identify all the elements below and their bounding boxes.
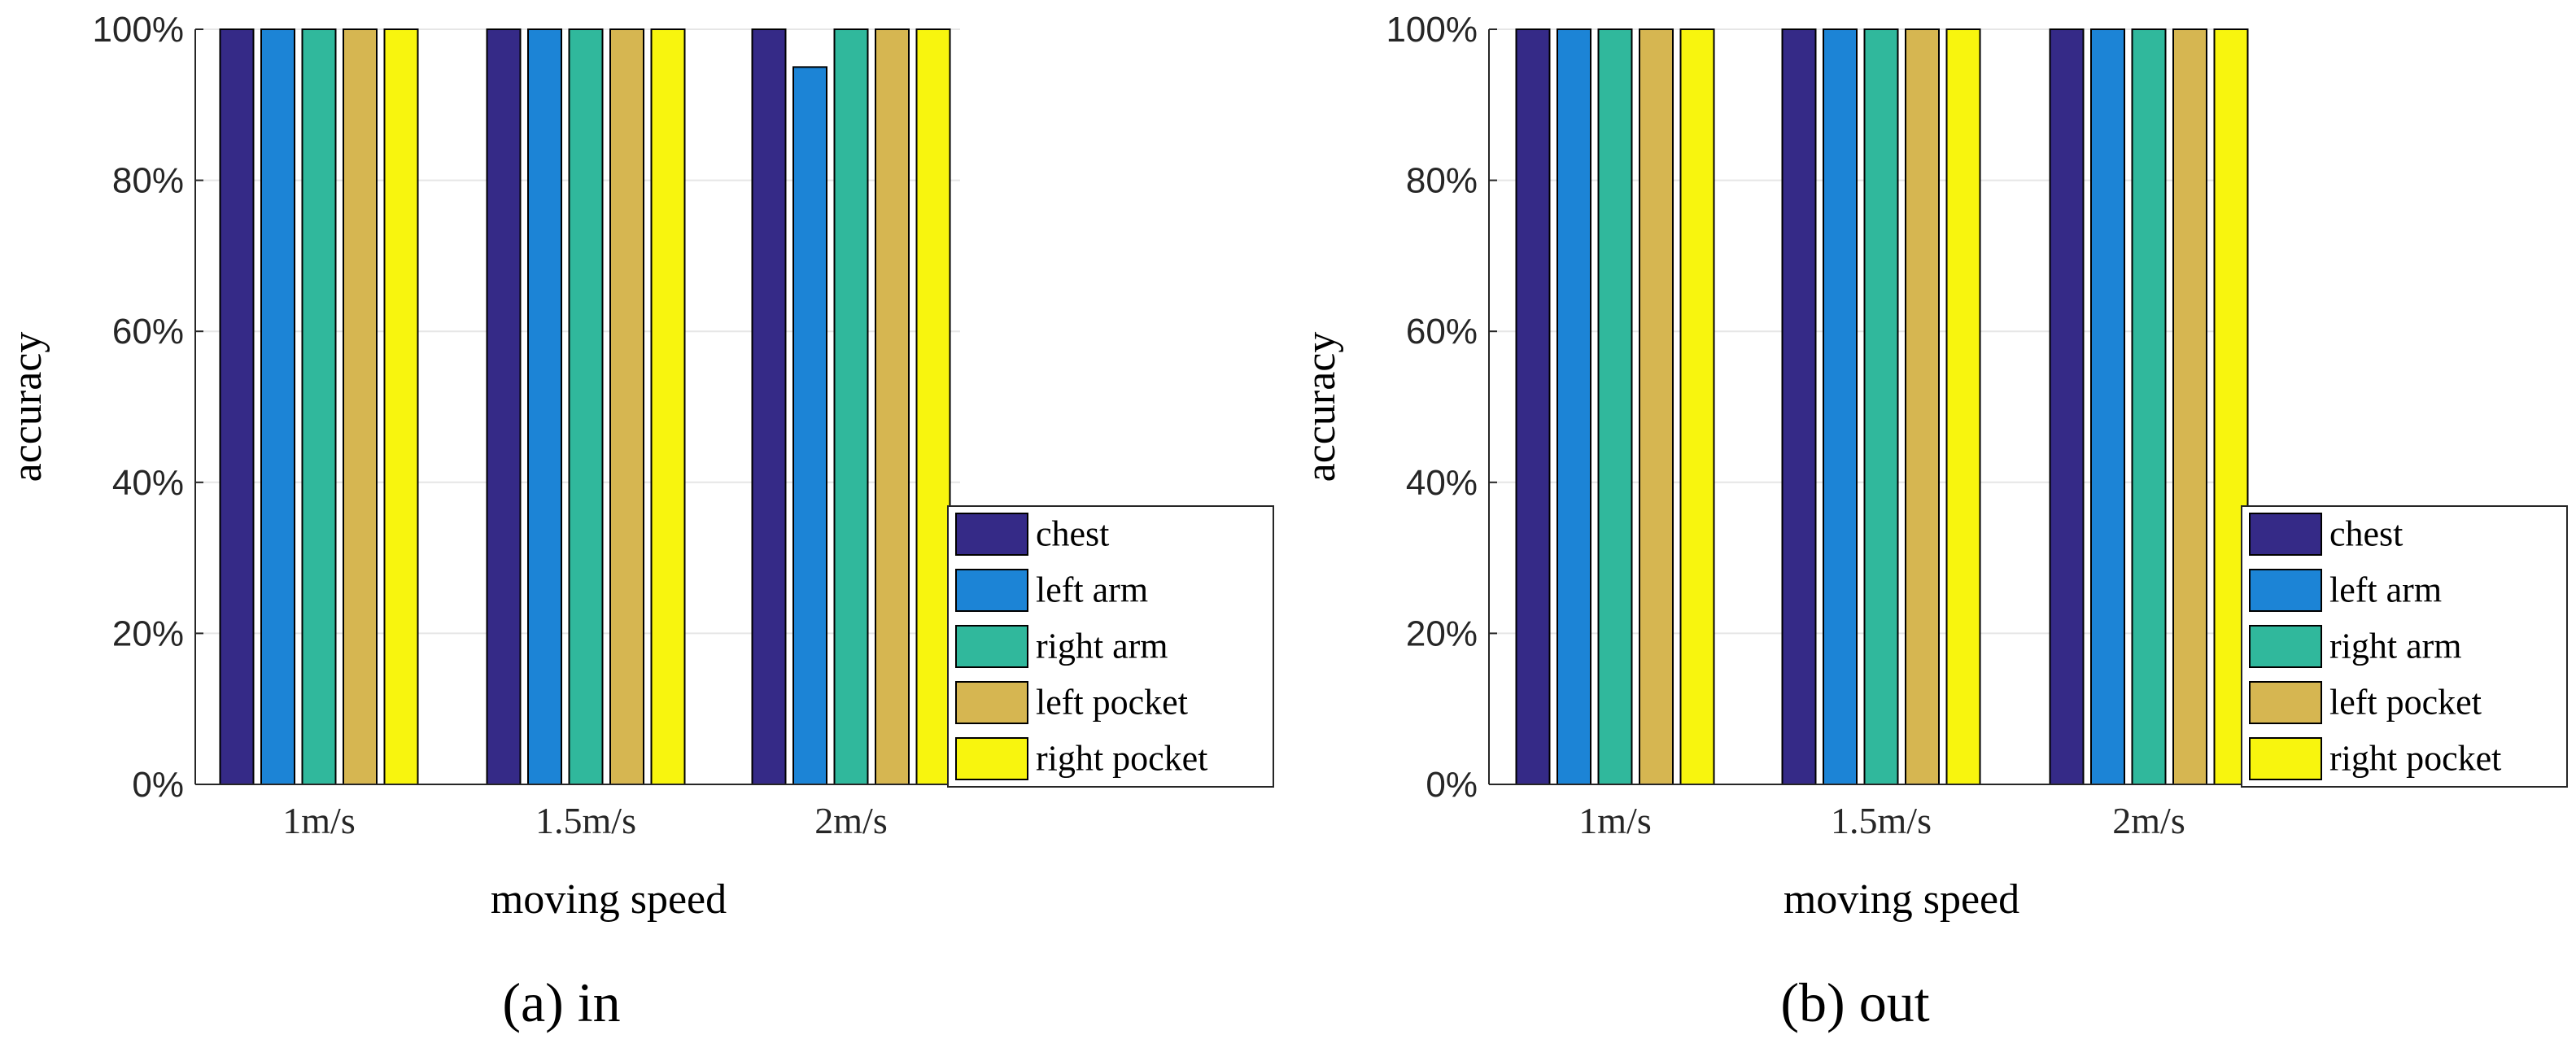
legend-swatch: [955, 569, 1028, 612]
legend-label: chest: [1036, 514, 1109, 554]
bar-left-pocket-2: [1905, 28, 1940, 785]
bar-left-arm-2: [1823, 28, 1858, 785]
y-tick-label: 0%: [1426, 765, 1478, 805]
chart-panel-1: 0% 20% 40% 60% 80% 100% 1m/s 1.5m/s 2m/s accuracy…: [4, 10, 1274, 1033]
bar-right-pocket-2: [1945, 28, 1981, 785]
bar-right-arm-3: [2131, 28, 2167, 785]
y-tick-label: 80%: [112, 161, 184, 201]
bar-right-arm-1: [1597, 28, 1633, 785]
y-tick-label: 40%: [1406, 463, 1478, 503]
bar-left-arm-3: [2090, 28, 2125, 785]
bar-left-pocket-2: [609, 28, 644, 785]
y-tick-label: 100%: [1386, 10, 1478, 50]
legend-swatch: [955, 513, 1028, 556]
legend-label: right arm: [2329, 627, 2462, 666]
bar-chest-1: [219, 28, 255, 785]
legend-swatch: [2249, 625, 2322, 668]
bar-chest-2: [1781, 28, 1817, 785]
bar-right-arm-3: [833, 28, 869, 785]
legend-label: right pocket: [1036, 739, 1207, 779]
bar-right-arm-2: [568, 28, 604, 785]
bar-right-pocket-1: [383, 28, 419, 785]
legend-label: left pocket: [2329, 683, 2482, 723]
panel-caption: (a) in: [502, 972, 620, 1033]
legend-swatch: [2249, 513, 2322, 556]
legend-swatch: [2249, 737, 2322, 780]
bar-right-pocket-1: [1679, 28, 1715, 785]
legend-label: left pocket: [1036, 683, 1188, 723]
bar-chest-1: [1515, 28, 1551, 785]
bar-left-arm-1: [1557, 28, 1591, 785]
legend-label: right arm: [1036, 627, 1168, 666]
x-tick-label: 2m/s: [2112, 800, 2185, 841]
legend: chest left arm right arm left pocket right p…: [947, 505, 1274, 788]
legend-label: left arm: [2329, 570, 2442, 610]
bar-right-pocket-3: [915, 28, 951, 785]
y-tick-label: 20%: [1406, 614, 1478, 653]
bar-left-pocket-1: [1639, 28, 1674, 785]
legend-label: right pocket: [2329, 739, 2501, 779]
x-tick-label: 1m/s: [282, 800, 355, 841]
bar-left-pocket-3: [875, 28, 910, 785]
legend-swatch: [2249, 681, 2322, 724]
legend-swatch: [2249, 569, 2322, 612]
x-tick-label: 2m/s: [814, 800, 887, 841]
x-tick-label: 1.5m/s: [1831, 800, 1932, 841]
bar-left-arm-3: [792, 66, 827, 785]
bar-left-pocket-3: [2172, 28, 2207, 785]
bar-left-pocket-1: [343, 28, 378, 785]
bar-right-arm-1: [301, 28, 337, 785]
x-tick-label: 1m/s: [1578, 800, 1651, 841]
bar-right-pocket-2: [650, 28, 686, 785]
bar-chest-3: [2049, 28, 2085, 785]
y-tick-label: 40%: [112, 463, 184, 503]
legend-label: left arm: [1036, 570, 1148, 610]
chart-panel-2: 0% 20% 40% 60% 80% 100% 1m/s 1.5m/s 2m/s accuracy…: [1298, 10, 2568, 1033]
y-tick-label: 20%: [112, 614, 184, 653]
legend: chest left arm right arm left pocket right p…: [2241, 505, 2568, 788]
y-tick-label: 60%: [112, 312, 184, 352]
y-tick-label: 80%: [1406, 161, 1478, 201]
legend-label: chest: [2329, 514, 2403, 554]
legend-swatch: [955, 681, 1028, 724]
y-axis-label: accuracy: [1298, 332, 1344, 483]
y-tick-label: 60%: [1406, 312, 1478, 352]
bar-chest-2: [486, 28, 522, 785]
panel-caption: (b) out: [1780, 972, 1929, 1033]
x-axis-label: moving speed: [1784, 876, 2019, 923]
bar-left-arm-2: [527, 28, 562, 785]
bar-left-arm-1: [260, 28, 295, 785]
bar-chest-3: [751, 28, 787, 785]
x-axis-label: moving speed: [491, 876, 727, 923]
legend-swatch: [955, 625, 1028, 668]
y-tick-label: 0%: [132, 765, 184, 805]
legend-swatch: [955, 737, 1028, 780]
y-axis-label: accuracy: [4, 332, 50, 483]
bar-right-arm-2: [1863, 28, 1899, 785]
x-tick-label: 1.5m/s: [535, 800, 636, 841]
y-tick-label: 100%: [92, 10, 184, 50]
